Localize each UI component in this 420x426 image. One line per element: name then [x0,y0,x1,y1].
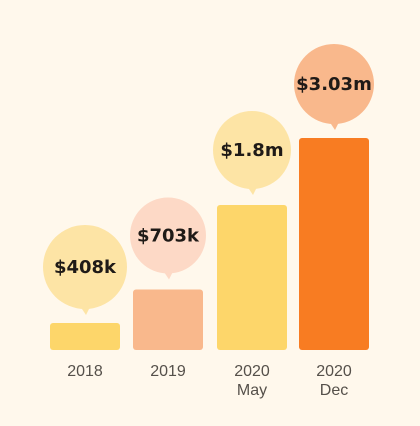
bar-4 [299,138,369,350]
value-label-1: $408k [54,257,117,278]
category-label-1: 2018 [67,363,103,380]
value-bubble-tail-3 [245,182,259,195]
value-bubble-1 [43,225,127,309]
bar-3 [217,204,287,350]
bar-2 [133,289,203,350]
value-bubble-4 [294,44,374,124]
category-label-4: 2020 [316,363,352,380]
value-label-4: $3.03m [296,74,372,95]
value-bubble-tail-4 [327,118,341,130]
value-label-2: $703k [137,225,200,246]
value-bubble-3 [213,110,291,189]
value-bubble-2 [130,197,206,274]
category-label-2: 2019 [150,363,186,380]
value-label-3: $1.8m [220,140,283,161]
category-sublabel-3: May [237,382,267,399]
value-bubble-tail-1 [78,303,92,315]
category-sublabel-4: Dec [320,382,348,399]
bar-1 [50,323,120,350]
value-bubble-tail-2 [161,267,175,280]
category-label-3: 2020 [234,363,270,380]
